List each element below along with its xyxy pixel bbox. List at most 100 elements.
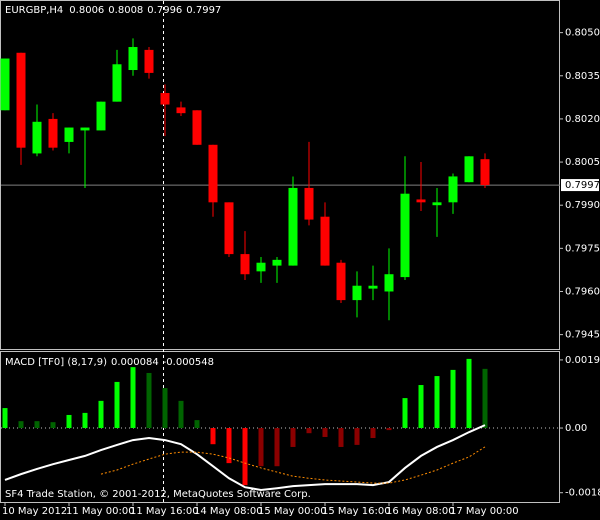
candle-body [288, 187, 298, 266]
histogram-bar [402, 398, 408, 429]
x-tick-label: 15 May 00:00 [258, 506, 327, 517]
candle-body [464, 156, 474, 183]
candle-body [208, 144, 218, 203]
y-tick-label: 0.7945 [565, 330, 600, 341]
candle-body [128, 47, 138, 71]
candle-body [352, 285, 362, 301]
candle-body [448, 176, 458, 203]
candle-body [400, 193, 410, 278]
candle-body [432, 202, 442, 206]
histogram-bar [242, 428, 248, 486]
histogram-bar [226, 428, 232, 464]
price-label-box [561, 179, 599, 192]
y-tick-label: 0.7960 [565, 286, 600, 297]
candle-body [480, 159, 490, 186]
histogram-bar [482, 368, 488, 429]
last-open: 0.8006 [69, 5, 104, 16]
y-tick-label: 0.7990 [565, 200, 600, 211]
histogram-bar [82, 412, 88, 429]
histogram-bar [258, 428, 264, 467]
last-high: 0.8008 [108, 5, 143, 16]
candle-body [240, 254, 250, 275]
histogram-bar [178, 400, 184, 429]
macd-title: MACD [TF0] (8,17,9) [5, 357, 107, 368]
candle-body [256, 262, 266, 272]
histogram-bar [354, 428, 360, 445]
x-tick-label: 15 May 16:00 [322, 506, 391, 517]
histogram-bar [34, 421, 40, 429]
histogram-bar [290, 428, 296, 447]
last-close: 0.7997 [186, 5, 221, 16]
histogram-bar [322, 428, 328, 437]
histogram-bar [98, 400, 104, 429]
footer: SF4 Trade Station, © 2001-2012, MetaQuot… [5, 489, 311, 500]
histogram-bar [450, 369, 456, 429]
price-header: EURGBP,H4 0.8006 0.8008 0.7996 0.7997 [5, 5, 221, 16]
histogram-bar [386, 428, 392, 431]
candle-body [144, 49, 154, 73]
histogram-bar [18, 421, 24, 429]
y-tick-label: 0.8035 [565, 71, 600, 82]
y-tick-label: 0.8050 [565, 28, 600, 39]
macd-header: MACD [TF0] (8,17,9) 0.000084 -0.000548 [5, 357, 214, 368]
histogram-bar [66, 414, 72, 429]
candle-body [368, 285, 378, 289]
candle-body [48, 118, 58, 148]
price-panel-frame [0, 0, 560, 350]
macd-panel-frame [0, 351, 560, 503]
histogram-bar [50, 422, 56, 429]
candle-body [16, 52, 26, 148]
candle-body [0, 58, 10, 111]
signal-last: -0.000548 [163, 357, 214, 368]
x-tick-label: 11 May 00:00 [66, 506, 135, 517]
histogram-bar [338, 428, 344, 447]
histogram-bar [2, 408, 8, 429]
candle-body [112, 64, 122, 102]
histogram-bar [162, 388, 168, 429]
x-tick-label: 17 May 00:00 [450, 506, 519, 517]
last-low: 0.7996 [147, 5, 182, 16]
candle-body [416, 199, 426, 203]
y-tick-label: 0.00198 [565, 355, 600, 366]
histogram-bar [306, 428, 312, 434]
macd-last: 0.000084 [111, 357, 159, 368]
y-tick-label: 0.8020 [565, 114, 600, 125]
x-tick-label: 10 May 2012 [2, 506, 67, 517]
x-tick-label: 14 May 08:00 [194, 506, 263, 517]
histogram-bar [146, 372, 152, 429]
y-tick-label: 0.8005 [565, 157, 600, 168]
symbol: EURGBP,H4 [5, 5, 63, 16]
y-tick-label: -0.00188 [565, 488, 600, 499]
histogram-bar [194, 420, 200, 429]
candle-body [272, 259, 282, 266]
x-tick-label: 16 May 08:00 [386, 506, 455, 517]
candle-body [64, 127, 74, 142]
candle-body [336, 262, 346, 301]
histogram-bar [274, 428, 280, 467]
candle-body [80, 127, 90, 131]
candle-body [192, 110, 202, 145]
candle-body [224, 202, 234, 255]
histogram-bar [114, 381, 120, 429]
candle-body [160, 93, 170, 105]
histogram-bar [210, 428, 216, 445]
candle-body [32, 121, 42, 154]
x-tick-label: 11 May 16:00 [130, 506, 199, 517]
y-tick-label: 0.7975 [565, 243, 600, 254]
histogram-bar [130, 367, 136, 429]
price-label: 0.7997 [565, 180, 600, 191]
candle-body [96, 101, 106, 131]
histogram-bar [434, 376, 440, 429]
y-tick-label: 0.00 [565, 423, 587, 434]
histogram-bar [418, 385, 424, 429]
histogram-bar [466, 358, 472, 429]
candle-body [320, 216, 330, 266]
histogram-bar [370, 428, 376, 439]
candle-body [304, 187, 314, 220]
candle-body [176, 107, 186, 114]
macd-line [4, 424, 486, 491]
candle-body [384, 274, 394, 292]
